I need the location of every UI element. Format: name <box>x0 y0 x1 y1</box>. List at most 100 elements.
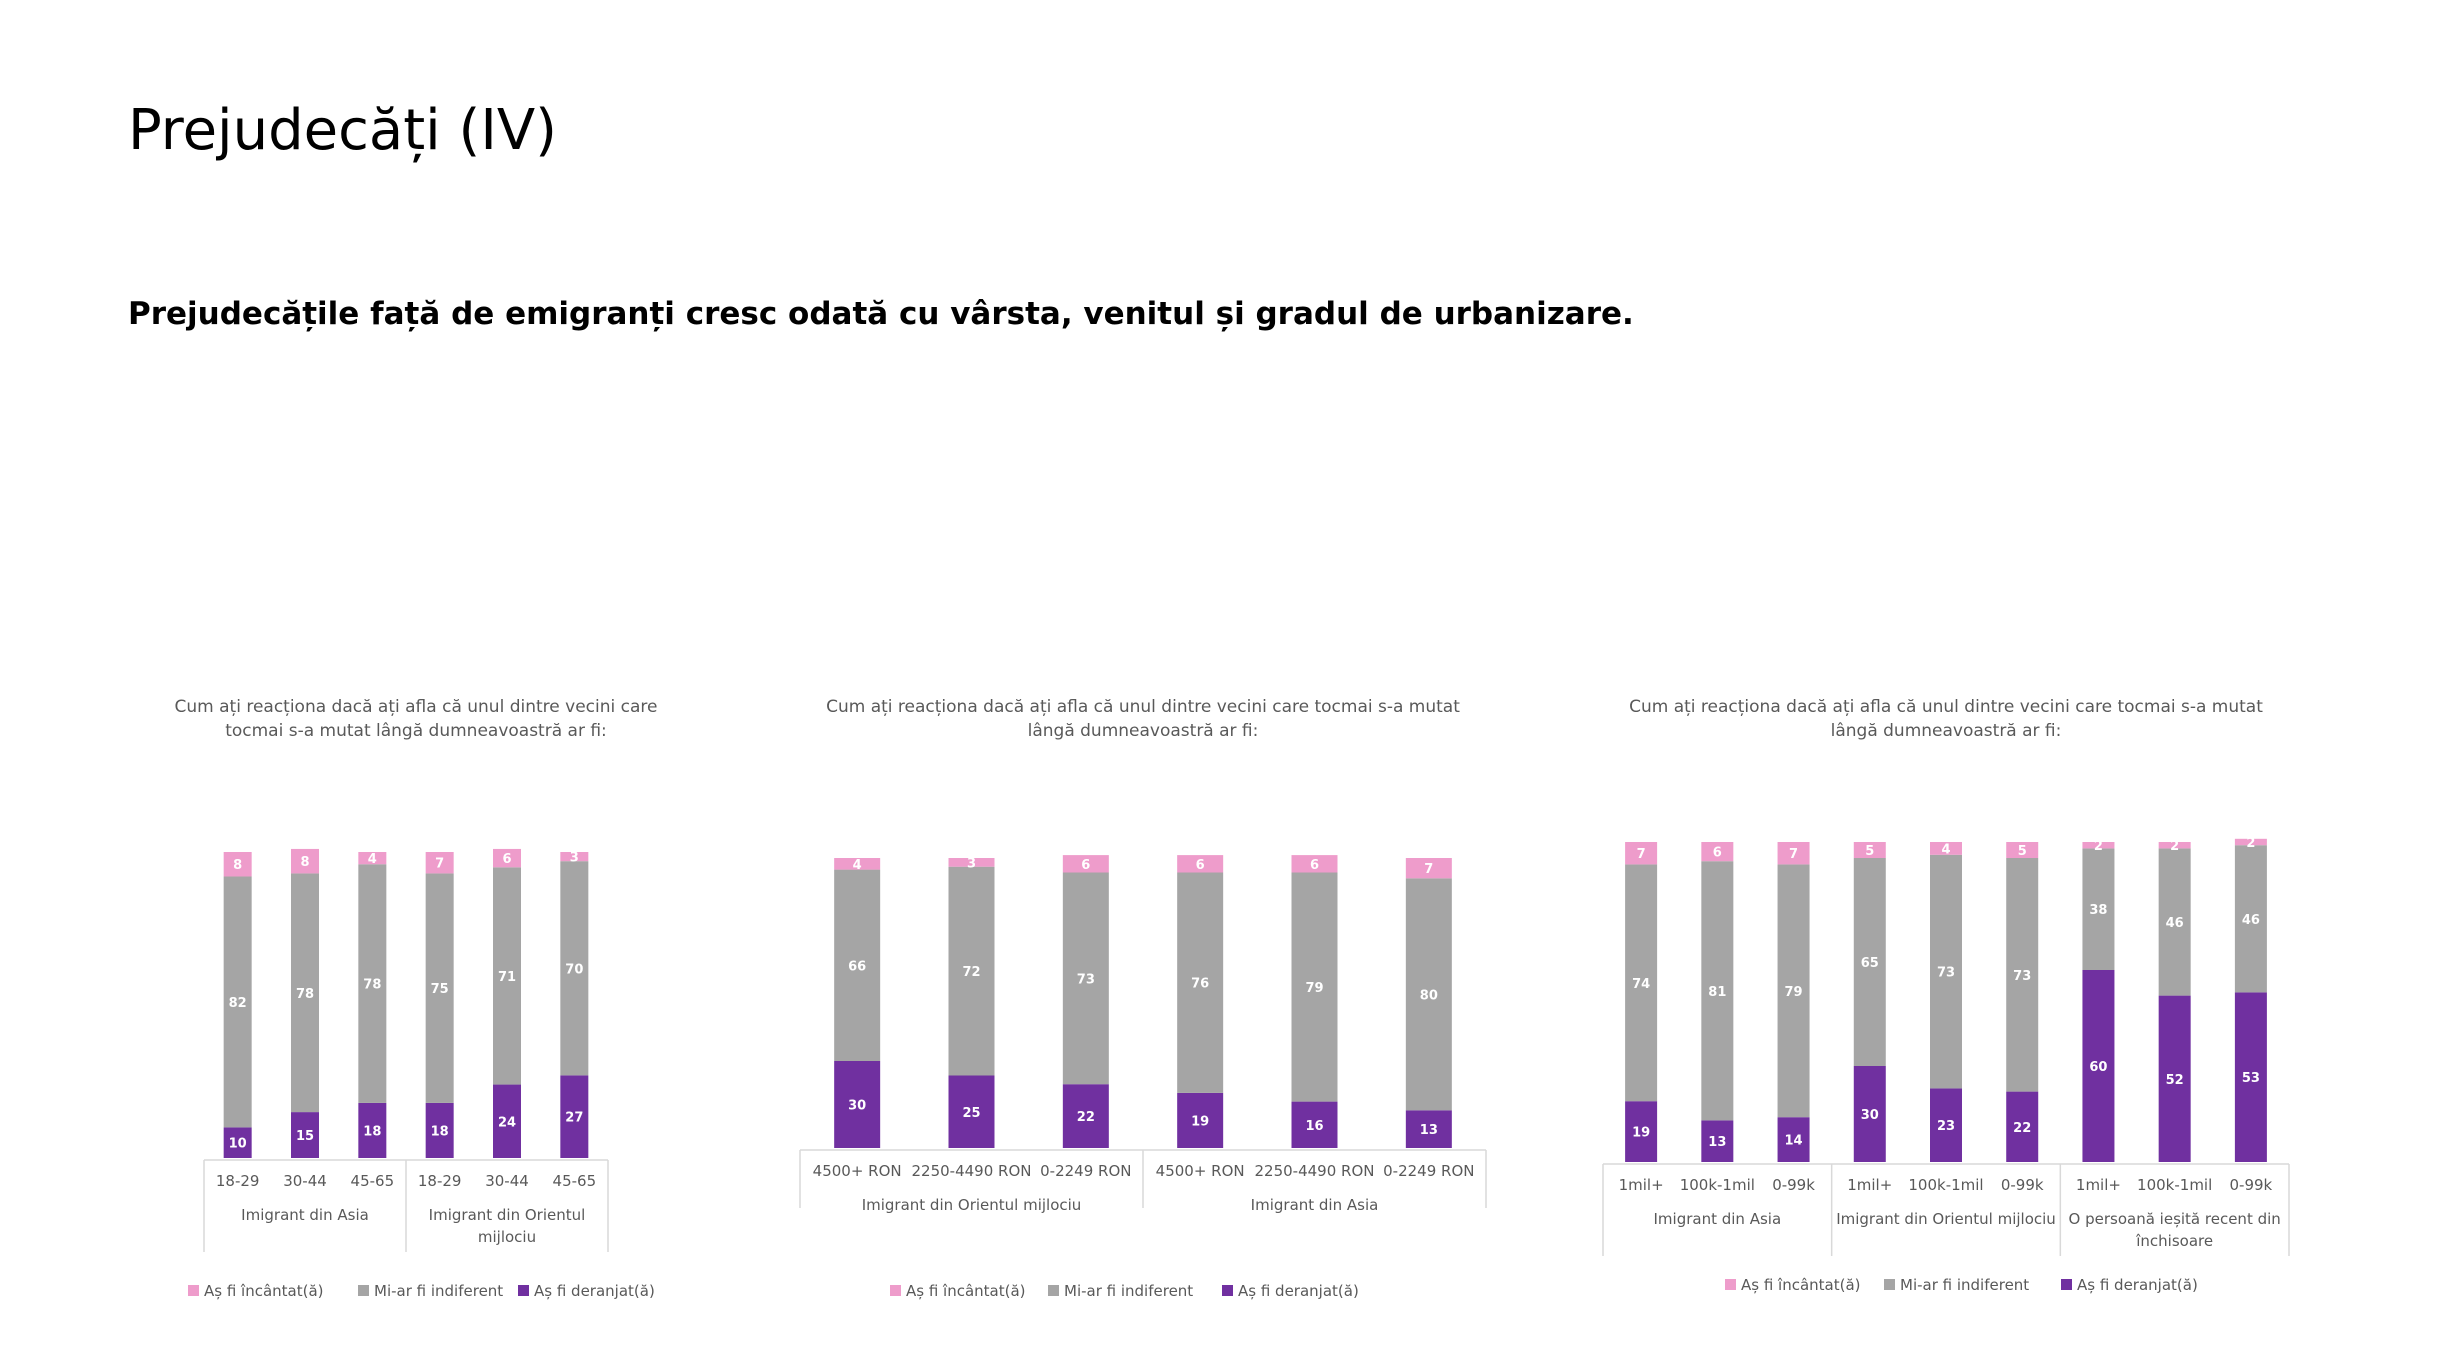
data-label: 6 <box>1196 858 1205 873</box>
bar-segment <box>223 876 252 1128</box>
group-label: Imigrant din Orientul mijlociu <box>1836 1210 2056 1228</box>
tick-label: 45-65 <box>351 1172 395 1190</box>
bar-segment <box>1062 855 1109 873</box>
bar-segment <box>2234 838 2267 846</box>
bar-segment <box>834 858 881 870</box>
data-label: 6 <box>502 852 511 867</box>
group-label: mijlociu <box>478 1228 536 1246</box>
chart-income-svg: Cum ați reacționa dacă ați afla că unul … <box>799 697 1487 1300</box>
data-label: 30 <box>1861 1108 1879 1123</box>
legend-swatch <box>890 1285 901 1296</box>
data-label: 79 <box>1785 985 1803 1000</box>
bar-segment <box>425 1102 454 1158</box>
tick-label: 1mil+ <box>1619 1176 1664 1194</box>
tick-label: 4500+ RON <box>813 1162 902 1180</box>
tick-label: 18-29 <box>216 1172 260 1190</box>
bar-segment <box>1930 854 1962 1089</box>
bar-segment <box>493 1084 521 1158</box>
group-label: Imigrant din Asia <box>1251 1196 1379 1214</box>
data-label: 78 <box>363 978 381 993</box>
bar-segment <box>358 852 387 865</box>
data-label: 73 <box>2013 969 2031 984</box>
data-label: 46 <box>2166 916 2184 931</box>
data-label: 25 <box>962 1106 980 1121</box>
data-label: 27 <box>565 1111 583 1126</box>
data-label: 72 <box>962 965 980 980</box>
data-label: 52 <box>2166 1073 2184 1088</box>
data-label: 15 <box>296 1129 314 1144</box>
bar-segment <box>425 873 454 1103</box>
bar-segment <box>1777 1117 1810 1162</box>
bar-segment <box>1625 864 1658 1102</box>
data-label: 73 <box>1937 966 1955 981</box>
bar-segment <box>2006 1091 2039 1162</box>
data-label: 60 <box>2089 1060 2107 1075</box>
bar-segment <box>1177 872 1224 1093</box>
bar-segment <box>1405 878 1452 1111</box>
chart-title-line: Cum ați reacționa dacă ați afla că unul … <box>175 697 658 717</box>
data-label: 4 <box>853 858 862 873</box>
legend-label: Aș fi deranjat(ă) <box>1238 1282 1359 1300</box>
data-label: 76 <box>1191 977 1209 992</box>
bar-segment <box>560 1075 589 1158</box>
legend-label: Aș fi deranjat(ă) <box>2077 1276 2198 1294</box>
bar-segment <box>1777 842 1810 865</box>
legend-swatch <box>518 1285 529 1296</box>
data-label: 3 <box>967 856 976 871</box>
tick-label: 2250-4490 RON <box>912 1162 1032 1180</box>
bar-segment <box>2082 842 2115 849</box>
data-label: 7 <box>435 857 444 872</box>
bar-segment <box>2082 848 2115 970</box>
bar-segment <box>1701 1120 1734 1162</box>
bar-segment <box>493 867 521 1085</box>
chart-urbanization: Cum ați reacționa dacă ați afla că unul … <box>1595 690 2315 1330</box>
data-label: 30 <box>848 1099 866 1114</box>
data-label: 7 <box>1424 862 1433 877</box>
data-label: 3 <box>570 851 579 866</box>
data-label: 65 <box>1861 956 1879 971</box>
data-label: 24 <box>498 1115 516 1130</box>
bar-segment <box>1062 872 1109 1085</box>
bar-segment <box>1405 858 1452 879</box>
chart-age: Cum ați reacționa dacă ați afla că unul … <box>140 690 700 1330</box>
data-label: 7 <box>1789 847 1798 862</box>
chart-urbanization-svg: Cum ați reacționa dacă ați afla că unul … <box>1602 697 2290 1294</box>
bar-segment <box>560 852 589 862</box>
bar-segment <box>2158 842 2191 849</box>
chart-title-line: lângă dumneavoastră ar fi: <box>1831 721 2062 741</box>
bar-segment <box>1930 1088 1962 1162</box>
bar-segment <box>1625 1101 1658 1162</box>
tick-label: 100k-1mil <box>2137 1176 2212 1194</box>
bar-segment <box>1625 842 1658 865</box>
data-label: 6 <box>1081 858 1090 873</box>
data-label: 22 <box>2013 1121 2031 1136</box>
bar-segment <box>1701 861 1734 1121</box>
bar-segment <box>1930 842 1962 855</box>
bar-segment <box>425 852 454 874</box>
data-label: 5 <box>1865 844 1874 859</box>
data-label: 2 <box>2170 839 2179 854</box>
bar-segment <box>223 852 252 877</box>
tick-label: 0-99k <box>2230 1176 2273 1194</box>
bar-segment <box>291 873 319 1113</box>
group-label: Imigrant din Asia <box>1654 1210 1782 1228</box>
legend-label: Mi-ar fi indiferent <box>1064 1282 1193 1300</box>
chart-title-line: tocmai s-a mutat lângă dumneavoastră ar … <box>225 721 607 741</box>
tick-label: 100k-1mil <box>1680 1176 1755 1194</box>
bar-segment <box>1177 1092 1224 1148</box>
tick-label: 0-99k <box>1772 1176 1815 1194</box>
data-label: 13 <box>1420 1123 1438 1138</box>
data-label: 19 <box>1632 1126 1650 1141</box>
bar-segment <box>2006 858 2039 1092</box>
data-label: 4 <box>368 852 377 867</box>
bar-segment <box>948 858 995 867</box>
data-label: 13 <box>1708 1135 1726 1150</box>
tick-label: 45-65 <box>553 1172 597 1190</box>
legend-swatch <box>188 1285 199 1296</box>
data-label: 70 <box>565 962 583 977</box>
chart-title-line: Cum ați reacționa dacă ați afla că unul … <box>826 697 1460 717</box>
data-label: 53 <box>2242 1071 2260 1086</box>
bar-segment <box>358 864 387 1103</box>
data-label: 8 <box>233 858 242 873</box>
tick-label: 0-2249 RON <box>1383 1162 1474 1180</box>
